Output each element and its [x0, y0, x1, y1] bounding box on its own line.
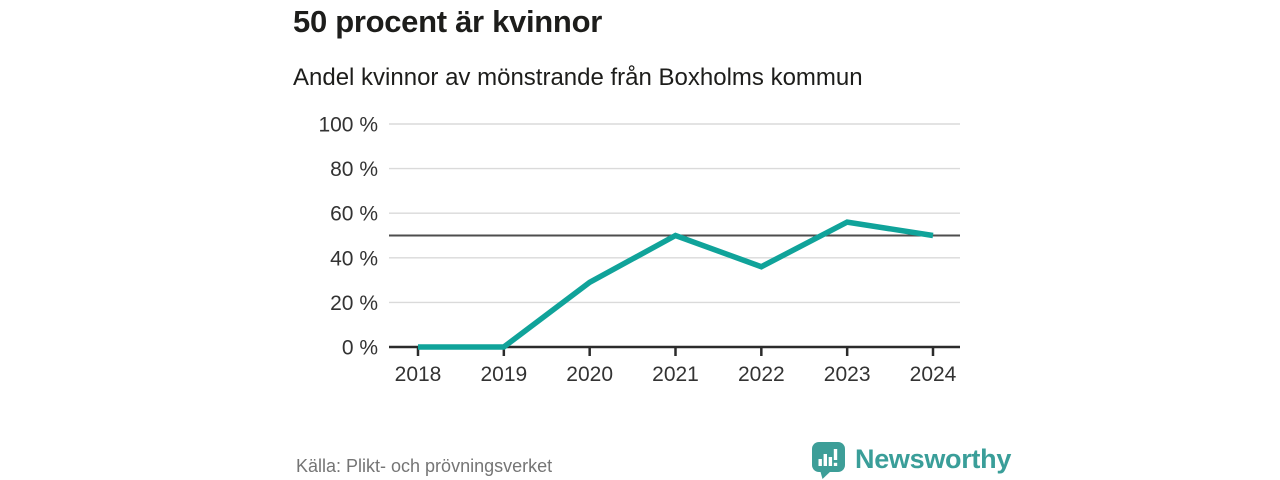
line-chart: 0 % 20 % 40 % 60 % 80 % 100 % 2018 2019 2020 2021…	[318, 114, 960, 386]
x-tick-label: 2020	[566, 363, 613, 386]
source-caption: Källa: Plikt- och prövningsverket	[296, 456, 553, 476]
x-tick-label: 2024	[910, 363, 957, 386]
y-tick-label: 40 %	[330, 247, 378, 270]
y-tick-label: 20 %	[330, 292, 378, 315]
newsworthy-logo: Newsworthy	[810, 441, 1011, 479]
y-tick-label: 100 %	[318, 114, 378, 137]
speech-bubble-bar-chart-icon	[812, 442, 845, 479]
data-line-Andel kvinnor av mönstrande	[418, 219, 934, 350]
chart-title: 50 procent är kvinnor	[293, 4, 602, 39]
y-tick-label: 0 %	[342, 337, 378, 360]
brand-wordmark: Newsworthy	[855, 444, 1012, 474]
x-tick-label: 2021	[652, 363, 699, 386]
chart-subtitle: Andel kvinnor av mönstrande från Boxholm…	[293, 64, 863, 91]
x-tick-label: 2018	[395, 363, 442, 386]
y-tick-label: 60 %	[330, 203, 378, 226]
x-tick-label: 2023	[824, 363, 871, 386]
x-tick-label: 2019	[480, 363, 527, 386]
x-tick-label: 2022	[738, 363, 785, 386]
y-tick-label: 80 %	[330, 158, 378, 181]
